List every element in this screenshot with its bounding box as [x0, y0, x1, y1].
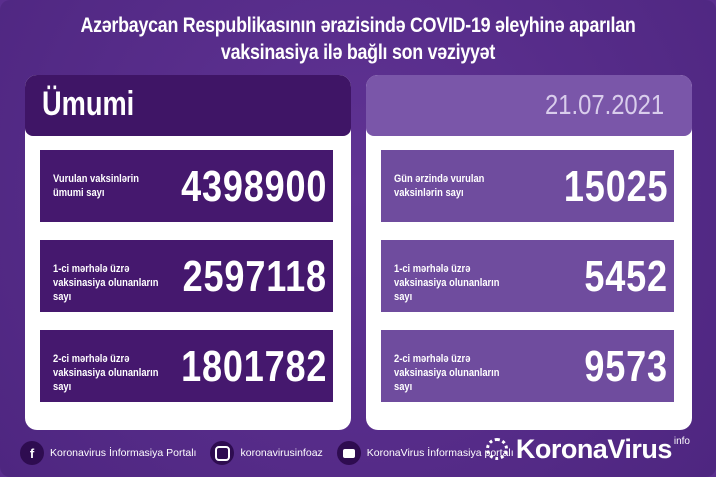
stat-label: 2-ci mərhələ üzrə vaksinasiya olunanları… — [53, 353, 159, 393]
stat-label: 2-ci mərhələ üzrə vaksinasiya olunanları… — [394, 353, 500, 393]
title-line-2: vaksinasiya ilə bağlı son vəziyyət — [220, 41, 496, 64]
stat-value: 9573 — [584, 342, 668, 391]
stat-value: 1801782 — [180, 342, 327, 391]
brand-sup: info — [673, 436, 690, 447]
stat-box: 1-ci mərhələ üzrə vaksinasiya olunanları… — [40, 240, 333, 312]
stat-value: 5452 — [584, 252, 668, 301]
instagram-icon — [210, 441, 235, 465]
stat-value: 2597118 — [182, 252, 327, 301]
stat-label: Vurulan vaksinlərin ümumi sayı — [53, 173, 139, 199]
stat-value: 4398900 — [180, 162, 327, 211]
brand-name: KoronaVirus — [515, 434, 673, 464]
facebook-link[interactable]: f Koronavirus İnformasiya Portalı — [20, 441, 196, 465]
instagram-label: koronavirusinfoaz — [240, 447, 323, 459]
stat-label: Gün ərzində vurulan vaksinlərin sayı — [394, 173, 485, 199]
stat-box: Gün ərzində vurulan vaksinlərin sayı 150… — [381, 150, 674, 222]
stat-box: 2-ci mərhələ üzrə vaksinasiya olunanları… — [40, 330, 333, 402]
stat-label: 1-ci mərhələ üzrə vaksinasiya olunanları… — [53, 263, 159, 303]
total-card: Ümumi Vurulan vaksinlərin ümumi sayı 439… — [25, 75, 351, 430]
page-title: Azərbaycan Respublikasının ərazisində CO… — [54, 12, 663, 66]
youtube-label: KoronaVirus İnformasiya portalı — [366, 447, 514, 459]
facebook-icon: f — [20, 441, 44, 465]
stat-box: Vurulan vaksinlərin ümumi sayı 4398900 — [40, 150, 333, 222]
footer-links: f Koronavirus İnformasiya Portalı korona… — [20, 438, 528, 468]
virus-sun-icon — [485, 438, 508, 460]
youtube-icon — [336, 441, 361, 465]
instagram-link[interactable]: koronavirusinfoaz — [210, 441, 323, 465]
youtube-link[interactable]: KoronaVirus İnformasiya portalı — [336, 441, 514, 465]
stat-box: 2-ci mərhələ üzrə vaksinasiya olunanları… — [381, 330, 674, 402]
total-header: Ümumi — [25, 75, 351, 136]
total-heading: Ümumi — [42, 85, 135, 123]
koronavirus-logo: KoronaVirus info — [485, 434, 690, 465]
title-line-1: Azərbaycan Respublikasının ərazisində CO… — [80, 14, 636, 37]
date-label: 21.07.2021 — [544, 89, 664, 120]
stat-value: 15025 — [563, 162, 668, 211]
daily-header: 21.07.2021 — [366, 75, 692, 136]
daily-card: 21.07.2021 Gün ərzində vurulan vaksinlər… — [366, 75, 692, 430]
facebook-label: Koronavirus İnformasiya Portalı — [50, 447, 197, 459]
stat-label: 1-ci mərhələ üzrə vaksinasiya olunanları… — [394, 263, 500, 303]
stat-box: 1-ci mərhələ üzrə vaksinasiya olunanları… — [381, 240, 674, 312]
